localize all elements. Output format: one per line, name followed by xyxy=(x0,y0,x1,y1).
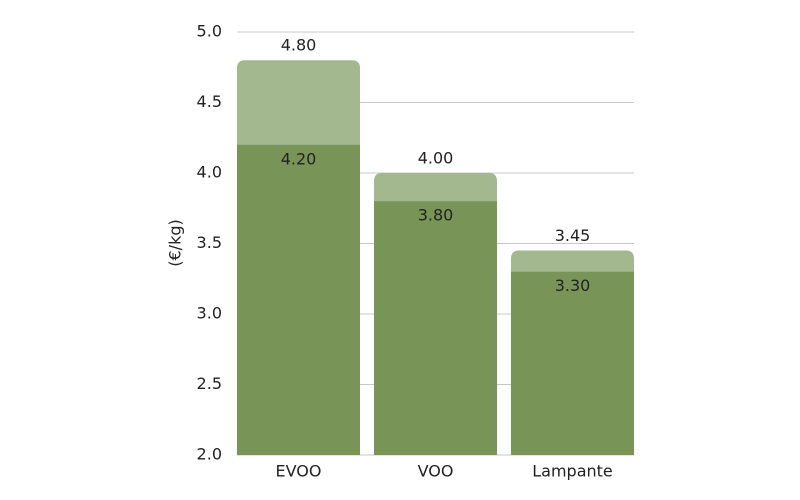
y-tick-label: 4.5 xyxy=(197,92,222,111)
bar xyxy=(237,144,360,456)
x-tick-label: VOO xyxy=(418,462,454,481)
y-tick-label: 3.0 xyxy=(197,304,222,323)
y-tick-label: 2.5 xyxy=(197,374,222,393)
y-axis-label: (€/kg) xyxy=(166,219,185,266)
x-tick-label: EVOO xyxy=(276,462,322,481)
bar xyxy=(374,201,497,455)
value-label: 4.80 xyxy=(281,36,317,55)
value-label: 3.45 xyxy=(555,226,591,245)
value-label: 4.20 xyxy=(281,149,317,168)
value-label: 4.00 xyxy=(418,149,454,168)
bar xyxy=(511,271,634,455)
y-tick-label: 3.5 xyxy=(197,233,222,252)
x-tick-label: Lampante xyxy=(532,462,613,481)
value-label: 3.80 xyxy=(418,206,454,225)
y-tick-label: 5.0 xyxy=(197,22,222,41)
y-tick-label: 2.0 xyxy=(197,445,222,464)
y-tick-label: 4.0 xyxy=(197,163,222,182)
value-label: 3.30 xyxy=(555,276,591,295)
